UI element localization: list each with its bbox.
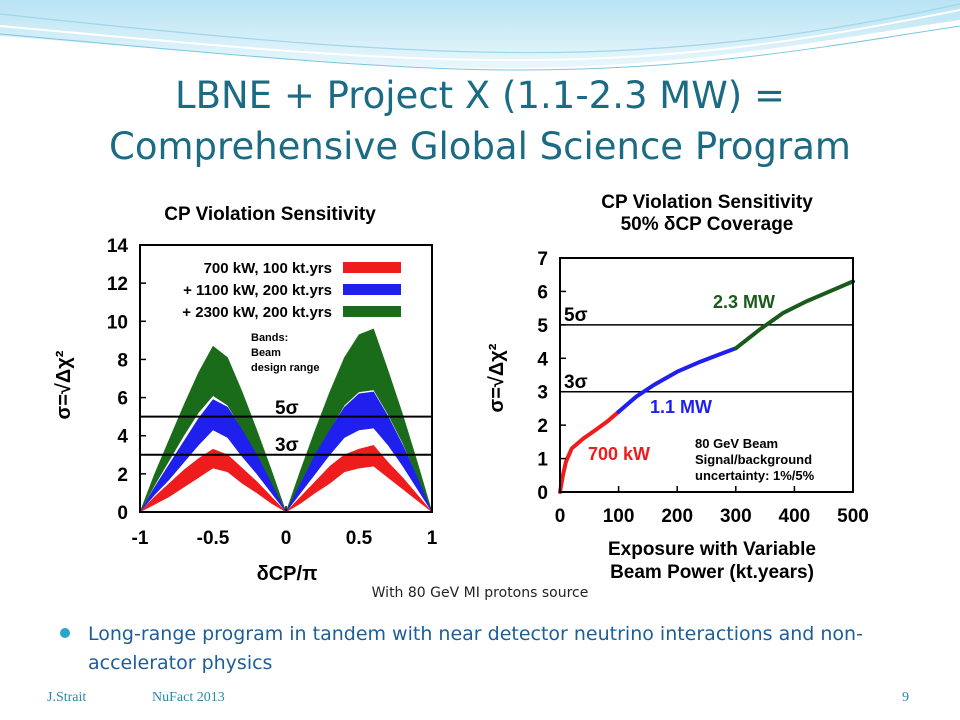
- chart-left-ytick-label: 0: [117, 503, 128, 524]
- footer-page-number: 9: [902, 690, 909, 705]
- chart-left-ref-label-5sigma: 5σ: [275, 398, 299, 419]
- chart-right-ytick-label: 0: [537, 483, 548, 504]
- chart-right-xtick-label: 0: [555, 506, 566, 527]
- chart-right-series-line-2: [616, 346, 738, 414]
- chart-right-series-label-1-1mw: 1.1 MW: [650, 397, 712, 417]
- chart-right-ytick-label: 1: [537, 450, 548, 471]
- chart-right-xtick-label: 400: [779, 506, 811, 527]
- bullet-item: Long-range program in tandem with near d…: [60, 620, 940, 678]
- chart-left-ytick-label: 14: [107, 236, 129, 257]
- chart-right-ytick-label: 6: [537, 282, 548, 303]
- chart-right-xtick-label: 100: [603, 506, 635, 527]
- chart-right-annotation-line2: Signal/background: [695, 452, 812, 467]
- chart-left-annotation-line3: design range: [251, 362, 319, 374]
- slide-title-line1: LBNE + Project X (1.1-2.3 MW) =: [175, 74, 785, 117]
- slide-title-line2: Comprehensive Global Science Program: [109, 125, 851, 168]
- chart-right-series-line-3: [733, 279, 855, 351]
- footer-author: J.Strait: [47, 690, 87, 705]
- chart-right-ref-label-5sigma: 5σ: [564, 305, 588, 326]
- chart-right-ylabel: σ=√Δχ²: [486, 343, 508, 412]
- chart-left-xlabel: δCP/π: [257, 563, 318, 585]
- chart-left-xtick-label: -0.5: [197, 528, 230, 549]
- chart-left-annotation: Bands: Beam design range: [251, 332, 319, 374]
- chart-right-title-line1: CP Violation Sensitivity: [601, 192, 813, 213]
- chart-right-ytick-label: 5: [537, 316, 548, 337]
- chart-right-xtick-label: 200: [661, 506, 693, 527]
- chart-left-xtick-label: 0.5: [346, 528, 373, 549]
- chart-caption: With 80 GeV MI protons source: [371, 585, 589, 601]
- chart-left-ref-label-3sigma: 3σ: [275, 435, 299, 456]
- chart-left-ylabel: σ=√Δχ²: [53, 350, 75, 419]
- chart-right-xtick-label: 300: [720, 506, 752, 527]
- chart-right-title-line2: 50% δCP Coverage: [621, 214, 794, 235]
- chart-left-xtick-label: -1: [132, 528, 149, 549]
- chart-left-legend-label-2: + 1100 kW, 200 kt.yrs: [183, 282, 332, 299]
- chart-right-background: [453, 175, 901, 588]
- chart-left-annotation-line2: Beam: [251, 347, 281, 359]
- chart-right-series-line-1: [558, 409, 621, 494]
- chart-right-annotation: 80 GeV Beam Signal/background uncertaint…: [695, 436, 815, 483]
- chart-left-legend-swatch-3: [343, 306, 401, 317]
- chart-right-ytick-label: 7: [537, 249, 548, 270]
- chart-left-legend-label-1: 700 kW, 100 kt.yrs: [204, 260, 332, 277]
- chart-right-series-label-2-3mw: 2.3 MW: [713, 292, 775, 312]
- chart-right-xlabel-line2: Beam Power (kt.years): [610, 562, 814, 583]
- chart-left-xtick-label: 1: [427, 528, 438, 549]
- chart-right-series-label-700kw: 700 kW: [588, 444, 650, 464]
- chart-right-xlabel-line1: Exposure with Variable: [608, 539, 816, 560]
- chart-left-ytick-label: 12: [107, 274, 128, 295]
- chart-left-legend-swatch-1: [343, 262, 401, 273]
- chart-right-annotation-line1: 80 GeV Beam: [695, 436, 778, 451]
- chart-left-ytick-label: 8: [117, 350, 128, 371]
- chart-left-legend-swatch-2: [343, 284, 401, 295]
- bullet-text: Long-range program in tandem with near d…: [88, 623, 863, 674]
- chart-right-ytick-label: 4: [537, 349, 548, 370]
- chart-right-ytick-label: 2: [537, 416, 548, 437]
- footer-event: NuFact 2013: [152, 690, 225, 705]
- chart-right-annotation-line3: uncertainty: 1%/5%: [695, 468, 815, 483]
- chart-left-ytick-label: 10: [107, 312, 128, 333]
- chart-right-ref-label-3sigma: 3σ: [564, 372, 588, 393]
- chart-left-ytick-label: 2: [117, 465, 128, 486]
- chart-left-legend-label-3: + 2300 kW, 200 kt.yrs: [182, 304, 332, 321]
- chart-right-ytick-label: 3: [537, 383, 548, 404]
- header-wave-decoration: [0, 0, 960, 71]
- chart-left-xtick-label: 0: [281, 528, 292, 549]
- chart-left-title: CP Violation Sensitivity: [164, 204, 376, 225]
- chart-left-ytick-label: 4: [117, 427, 128, 448]
- bullet-dot-icon: [60, 628, 70, 638]
- chart-right-xtick-label: 500: [837, 506, 869, 527]
- chart-left-annotation-line1: Bands:: [251, 332, 288, 344]
- chart-left-ytick-label: 6: [117, 389, 128, 410]
- chart-right-frame: [559, 257, 854, 493]
